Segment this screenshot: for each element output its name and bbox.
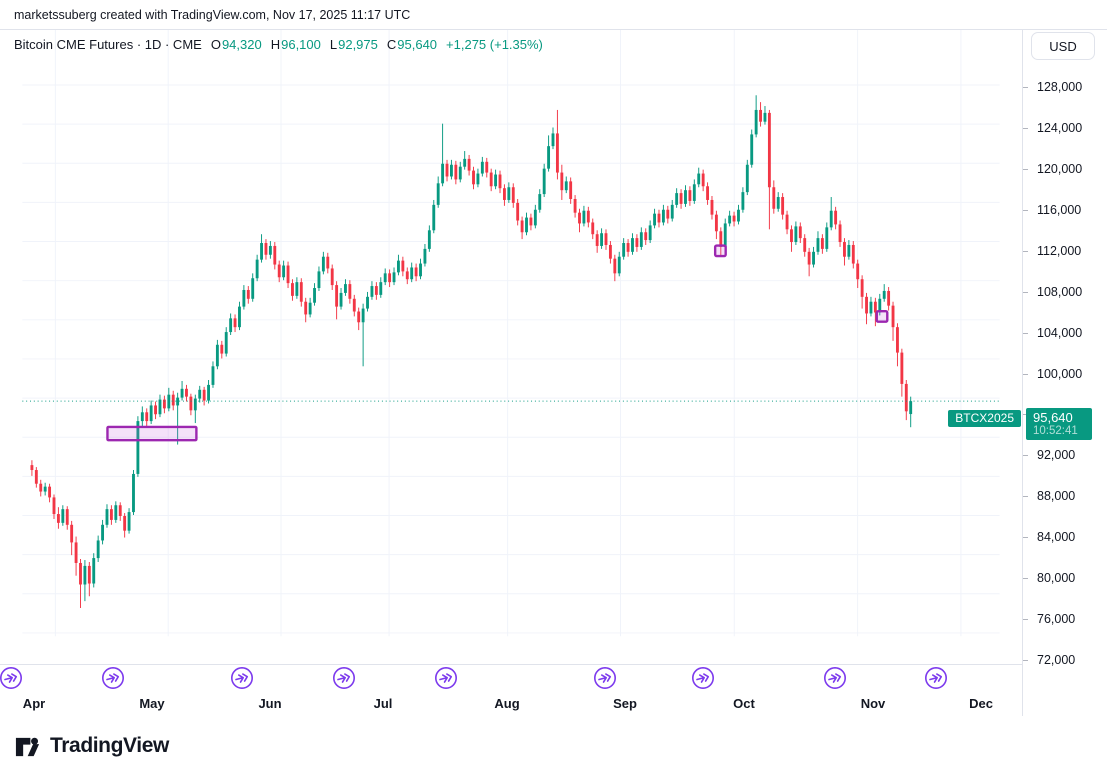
contract-rollover-icon[interactable] [593,666,617,690]
contract-rollover-icon[interactable] [434,666,458,690]
time-axis-label: Apr [22,696,46,711]
price-axis-tick [1023,332,1028,334]
price-axis-label: 108,000 [1037,284,1083,299]
price-range-box-drawing[interactable] [106,425,198,442]
price-axis-label: 112,000 [1037,243,1082,258]
time-axis-label: Aug [494,696,520,711]
time-axis-label: Nov [860,696,886,711]
contract-label-badge: BTCX2025 [948,409,1021,427]
time-axis-label: May [139,696,165,711]
marker-square-drawing[interactable] [875,309,889,323]
price-axis-label: 100,000 [1037,366,1083,381]
price-axis-tick [1023,660,1028,661]
currency-button[interactable]: USD [1031,32,1095,60]
contract-rollover-icon[interactable] [0,666,23,690]
price-axis-label: 72,000 [1037,653,1076,667]
change-value: +1,275 (+1.35%) [446,37,543,52]
ohlc-high: H96,100 [270,37,321,52]
bar-countdown: 10:52:41 [1033,425,1078,438]
price-axis-tick [1023,291,1028,293]
price-axis-tick [1023,619,1028,621]
tradingview-wordmark[interactable]: TradingView [50,734,169,757]
contract-rollover-icon[interactable] [101,666,125,690]
attribution-text: marketssuberg created with TradingView.c… [14,7,411,22]
price-axis-label: 104,000 [1037,325,1083,340]
price-axis-tick [1023,127,1028,129]
price-axis-label: 128,000 [1037,80,1083,94]
price-axis-tick [1023,250,1028,252]
price-axis-tick [1023,414,1028,416]
price-axis-label: 116,000 [1037,202,1082,217]
price-axis-tick [1023,578,1028,580]
candlestick-chart[interactable] [0,30,1022,664]
contract-rollover-icon[interactable] [691,666,715,690]
contract-rollover-icon[interactable] [230,666,254,690]
price-axis-tick [1023,209,1028,211]
price-axis-label: 120,000 [1037,161,1083,176]
price-axis-label: 124,000 [1037,120,1083,135]
time-axis-label: Oct [733,696,755,711]
price-axis-tick [1023,455,1028,457]
ohlc-low: L92,975 [329,37,378,52]
time-axis[interactable]: Apr May Jun Jul Aug Sep Oct Nov Dec [0,664,1022,716]
time-axis-label: Dec [969,696,993,711]
ohlc-open: O94,320 [210,37,262,52]
tradingview-logo-icon[interactable] [14,733,41,760]
price-axis-label: 76,000 [1037,612,1076,627]
chart-legend: Bitcoin CME Futures · 1D · CME O94,320 H… [14,37,543,52]
price-axis-label: 84,000 [1037,530,1076,545]
price-axis-tick [1023,496,1028,498]
contract-rollover-icon[interactable] [924,666,948,690]
price-axis-tick [1023,373,1028,375]
price-axis-tick [1023,87,1028,88]
contract-rollover-icon[interactable] [332,666,356,690]
chart-pane[interactable]: Bitcoin CME Futures · 1D · CME O94,320 H… [0,30,1022,664]
footer-bar: TradingView [0,716,1107,776]
time-axis-label: Jun [258,696,282,711]
last-price-badge: 95,640 10:52:41 [1026,408,1092,441]
price-axis-tick [1023,168,1028,170]
grid [22,30,1000,637]
last-price-value: 95,640 [1033,410,1073,426]
price-axis-label: 80,000 [1037,571,1076,586]
contract-rollover-icon[interactable] [823,666,847,690]
time-axis-label: Jul [373,696,393,711]
symbol-title[interactable]: Bitcoin CME Futures · 1D · CME [14,37,202,52]
price-axis-label: 92,000 [1037,448,1076,463]
time-axis-label: Sep [613,696,637,711]
chart-widget: Bitcoin CME Futures · 1D · CME O94,320 H… [0,29,1107,717]
price-axis-label: 88,000 [1037,489,1076,504]
candlestick-series [30,95,913,608]
price-axis-tick [1023,537,1028,539]
marker-square-drawing[interactable] [713,244,727,258]
attribution-bar: marketssuberg created with TradingView.c… [0,0,1107,29]
price-axis[interactable]: USD 128,000 124,000 120,000 116,000 112,000 1… [1022,30,1107,717]
ohlc-close: C95,640 [386,37,438,52]
